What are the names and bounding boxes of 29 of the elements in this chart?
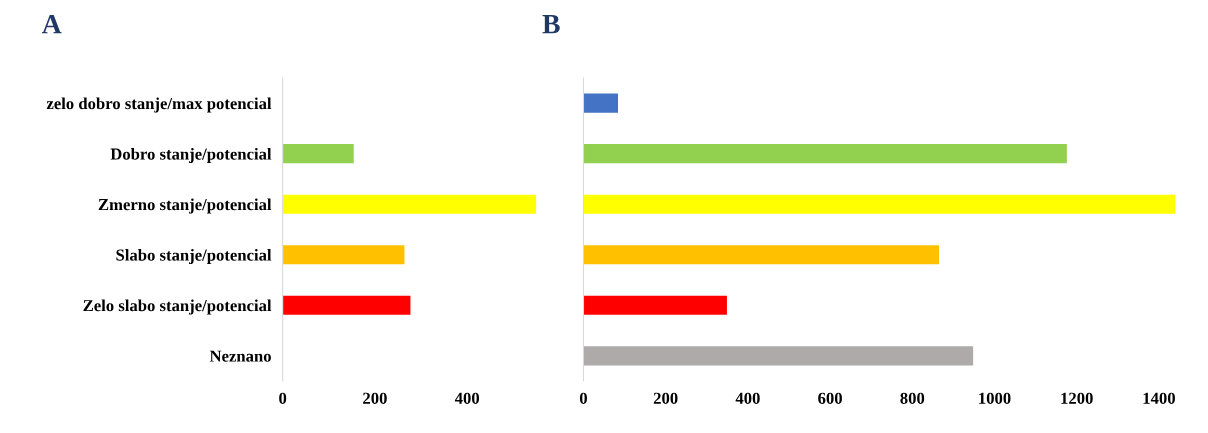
bar — [583, 346, 974, 366]
y-tick-label: Zelo slabo stanje/potencial — [83, 299, 272, 315]
bar — [282, 295, 411, 315]
x-tick-label: 200 — [653, 392, 678, 404]
bar — [583, 194, 1176, 214]
bar — [282, 245, 405, 265]
y-tick-label: Zmerno stanje/potencial — [98, 198, 272, 214]
x-tick-label: 0 — [579, 392, 587, 404]
x-tick-label: 0 — [279, 392, 287, 404]
bar — [282, 144, 354, 164]
y-tick-label: zelo dobro stanje/max potencial — [46, 97, 272, 113]
x-tick-label: 1400 — [1143, 392, 1175, 404]
x-tick-label: 1000 — [979, 392, 1011, 404]
x-tick-label: 200 — [363, 392, 387, 404]
bar — [282, 194, 537, 214]
x-tick-label: 800 — [900, 392, 925, 404]
bar — [583, 144, 1067, 164]
x-tick-label: 400 — [735, 392, 760, 404]
y-tick-label: Slabo stanje/potencial — [116, 248, 272, 265]
x-tick-label: 1200 — [1061, 392, 1093, 404]
bar — [583, 93, 618, 113]
chart-title: B — [542, 15, 560, 34]
bar — [583, 245, 940, 265]
x-tick-label: 600 — [818, 392, 842, 404]
x-tick-label: 400 — [454, 392, 480, 404]
bar — [583, 295, 727, 315]
y-tick-label: Neznano — [209, 350, 271, 362]
y-tick-label: Dobro stanje/potencial — [110, 147, 272, 164]
text: A — [41, 14, 62, 34]
